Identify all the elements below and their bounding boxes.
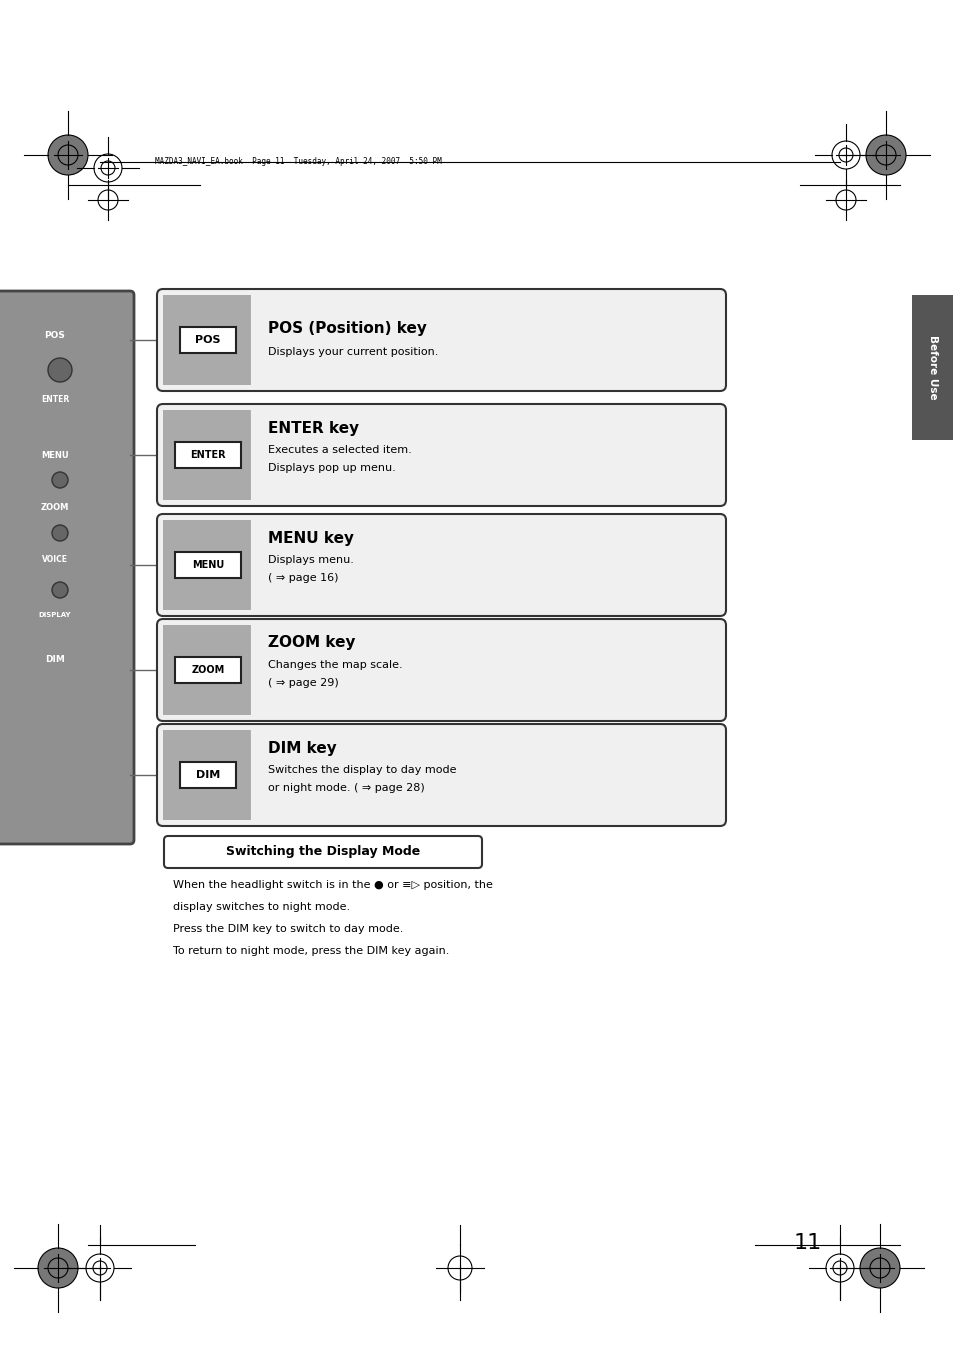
Text: Executes a selected item.: Executes a selected item. — [268, 444, 412, 455]
Circle shape — [52, 582, 68, 598]
FancyBboxPatch shape — [157, 724, 725, 825]
Text: 11: 11 — [793, 1233, 821, 1252]
Text: POS: POS — [45, 331, 66, 339]
Text: DISPLAY: DISPLAY — [39, 612, 71, 617]
Text: Displays menu.: Displays menu. — [268, 555, 354, 565]
Text: To return to night mode, press the DIM key again.: To return to night mode, press the DIM k… — [172, 946, 449, 957]
Bar — [163, 626, 253, 715]
Text: display switches to night mode.: display switches to night mode. — [172, 902, 350, 912]
FancyBboxPatch shape — [157, 404, 725, 507]
Text: MENU: MENU — [41, 450, 69, 459]
FancyBboxPatch shape — [174, 553, 241, 578]
FancyBboxPatch shape — [0, 290, 133, 844]
Text: ENTER: ENTER — [41, 396, 69, 404]
Text: DIM key: DIM key — [268, 740, 336, 755]
Text: MENU: MENU — [192, 561, 224, 570]
Text: ( ⇒ page 16): ( ⇒ page 16) — [268, 573, 338, 584]
Text: Changes the map scale.: Changes the map scale. — [268, 661, 402, 670]
Text: DIM: DIM — [195, 770, 220, 780]
Text: ENTER: ENTER — [190, 450, 226, 459]
Text: MENU key: MENU key — [268, 531, 354, 546]
Text: ZOOM: ZOOM — [41, 504, 70, 512]
Circle shape — [52, 526, 68, 540]
Text: or night mode. ( ⇒ page 28): or night mode. ( ⇒ page 28) — [268, 784, 424, 793]
Text: Displays your current position.: Displays your current position. — [268, 347, 438, 357]
FancyBboxPatch shape — [164, 836, 481, 867]
FancyBboxPatch shape — [157, 513, 725, 616]
Circle shape — [52, 471, 68, 488]
Bar — [163, 730, 253, 820]
Bar — [163, 295, 253, 385]
FancyBboxPatch shape — [174, 657, 241, 684]
Text: VOICE: VOICE — [42, 555, 68, 565]
Circle shape — [865, 135, 905, 176]
Text: Before Use: Before Use — [927, 335, 937, 400]
FancyBboxPatch shape — [180, 327, 235, 353]
Text: POS: POS — [195, 335, 220, 345]
Text: ENTER key: ENTER key — [268, 420, 358, 435]
Text: Switching the Display Mode: Switching the Display Mode — [226, 846, 419, 858]
FancyBboxPatch shape — [174, 442, 241, 467]
Text: ( ⇒ page 29): ( ⇒ page 29) — [268, 678, 338, 688]
Circle shape — [38, 1248, 78, 1288]
Circle shape — [859, 1248, 899, 1288]
Text: POS (Position) key: POS (Position) key — [268, 320, 426, 335]
Circle shape — [48, 135, 88, 176]
Text: Press the DIM key to switch to day mode.: Press the DIM key to switch to day mode. — [172, 924, 403, 934]
Text: MAZDA3_NAVI_EA.book  Page 11  Tuesday, April 24, 2007  5:50 PM: MAZDA3_NAVI_EA.book Page 11 Tuesday, Apr… — [154, 158, 441, 166]
FancyBboxPatch shape — [157, 289, 725, 390]
Text: Displays pop up menu.: Displays pop up menu. — [268, 463, 395, 473]
Circle shape — [48, 358, 71, 382]
Bar — [163, 520, 253, 611]
Text: DIM: DIM — [45, 655, 65, 665]
FancyBboxPatch shape — [180, 762, 235, 788]
FancyBboxPatch shape — [157, 619, 725, 721]
Text: ZOOM key: ZOOM key — [268, 635, 355, 650]
Bar — [163, 409, 253, 500]
Bar — [911, 295, 953, 440]
Text: When the headlight switch is in the ● or ≡▷ position, the: When the headlight switch is in the ● or… — [172, 880, 493, 890]
Text: ZOOM: ZOOM — [192, 665, 224, 676]
Text: Switches the display to day mode: Switches the display to day mode — [268, 765, 456, 775]
